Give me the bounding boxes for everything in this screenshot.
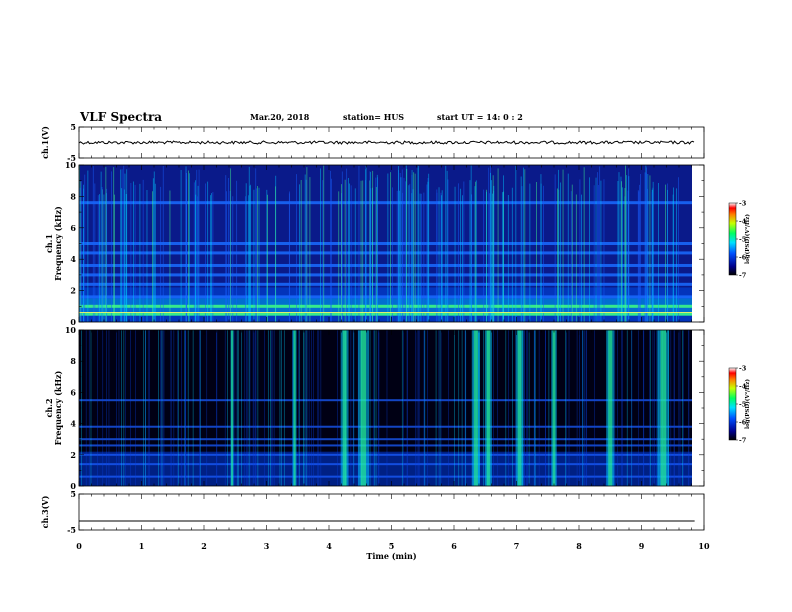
burst: [486, 330, 491, 486]
y-axis-label: ch.3(V): [40, 495, 50, 528]
colorbar-tick-label: -6: [739, 419, 747, 427]
y-axis-label: ch.1Frequency (kHz): [44, 206, 63, 281]
y-tick-label: 10: [65, 325, 77, 335]
y-tick-label: 5: [70, 122, 76, 132]
frequency-band: [79, 453, 692, 456]
frequency-band: [79, 438, 692, 441]
y-tick-label: -5: [67, 525, 76, 535]
frequency-band: [79, 463, 692, 466]
y-tick-label: 0: [70, 481, 76, 491]
spectrogram-blank: [692, 165, 704, 322]
colorbar-tick-label: -4: [739, 383, 747, 391]
frequency-band: [79, 273, 692, 277]
colorbar-tick-label: -7: [739, 272, 746, 280]
burst: [231, 330, 233, 486]
colorbar-tick-label: -3: [739, 365, 747, 373]
burst: [473, 330, 478, 486]
frequency-band: [79, 475, 692, 478]
colorbar-label: log(PSD)(V²/Hz): [744, 379, 751, 429]
y-tick-label: -5: [67, 153, 76, 163]
y-tick-label: 5: [70, 489, 76, 499]
frequency-band: [79, 295, 692, 299]
burst: [517, 330, 522, 486]
ch1_waveform-panel: 5 -5: [67, 122, 705, 163]
x-tick-label: 6: [451, 541, 457, 551]
colorbar: [728, 367, 737, 441]
y-tick-label: 0: [70, 317, 76, 327]
frequency-band: [79, 444, 692, 447]
burst: [660, 330, 667, 486]
y-tick-label: 6: [70, 223, 76, 233]
ch2_spectrogram-panel: 10 8 6 4 2 0 -3 -4 -5 -6 -7 log(PSD)(V²/Hz): [65, 325, 751, 491]
start-time-label: start UT = 14: 0 : 2: [437, 112, 523, 122]
frequency-band: [79, 282, 692, 286]
station-label: station= HUS: [343, 112, 405, 122]
y-tick-label: 6: [70, 387, 76, 397]
y-axis-label: ch.1(V): [40, 126, 50, 159]
burst: [360, 330, 367, 486]
date-label: Mar.20, 2018: [250, 112, 310, 122]
frequency-band: [79, 201, 692, 205]
colorbar: [728, 202, 737, 276]
y-axis-label: ch.2Frequency (kHz): [44, 370, 63, 445]
burst: [608, 330, 613, 486]
x-tick-label: 8: [576, 541, 582, 551]
x-tick-label: 7: [514, 541, 520, 551]
panel-frame: [78, 493, 705, 531]
y-tick-label: 10: [65, 160, 77, 170]
figure-title: VLF Spectra: [80, 110, 163, 124]
x-tick-label: 2: [201, 541, 207, 551]
ch1_spectrogram-panel: 10 8 6 4 2 0 -3 -4 -5 -6 -7 log(PSD)(V²/Hz): [65, 160, 751, 327]
y-tick-label: 8: [70, 356, 76, 366]
x-tick-label: 0: [76, 541, 82, 551]
frequency-band: [79, 251, 692, 255]
y-tick-label: 4: [70, 419, 76, 429]
y-tick-label: 2: [70, 450, 76, 460]
y-tick-label: 2: [70, 286, 76, 296]
x-tick-label: 5: [389, 541, 395, 551]
frequency-band: [79, 242, 692, 245]
spectrogram-blank: [692, 330, 704, 486]
x-tick-label: 4: [326, 541, 332, 551]
x-axis-label: Time (min): [366, 551, 416, 561]
ch3_waveform-panel: 5 -5: [67, 489, 705, 535]
x-tick-label: 1: [139, 541, 145, 551]
colorbar-tick-label: -5: [739, 236, 747, 244]
burst: [293, 330, 296, 486]
y-tick-label: 4: [70, 254, 76, 264]
colorbar-tick-label: -6: [739, 254, 747, 262]
colorbar-label: log(PSD)(V²/Hz): [744, 214, 751, 264]
colorbar-tick-label: -7: [739, 437, 746, 445]
frequency-band: [79, 263, 692, 267]
frequency-band: [79, 399, 692, 402]
waveform-trace: [78, 140, 695, 145]
y-tick-label: 8: [70, 191, 76, 201]
burst: [342, 330, 347, 486]
low-frequency-noise: [79, 451, 692, 486]
x-tick-label: 10: [698, 541, 710, 551]
burst: [552, 330, 556, 486]
frequency-band: [79, 425, 692, 428]
frequency-band: [79, 312, 692, 316]
colorbar-tick-label: -3: [739, 200, 747, 208]
x-tick-label: 9: [639, 541, 645, 551]
x-tick-label: 3: [264, 541, 270, 551]
frequency-band: [79, 304, 692, 308]
colorbar-tick-label: -4: [739, 218, 747, 226]
colorbar-tick-label: -5: [739, 401, 747, 409]
